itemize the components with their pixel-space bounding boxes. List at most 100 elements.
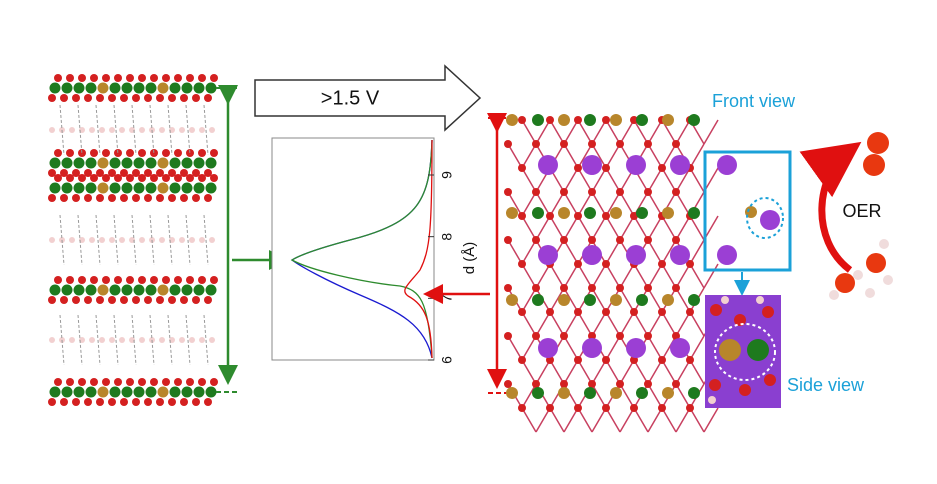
atom (734, 314, 746, 326)
oxygen (48, 398, 56, 406)
oxygen (204, 194, 212, 202)
bond (633, 407, 649, 433)
oxygen (102, 149, 110, 157)
metal (662, 114, 674, 126)
bond (577, 311, 593, 337)
bond (521, 311, 537, 337)
oxygen (672, 284, 680, 292)
metal (73, 157, 85, 169)
oxygen (72, 194, 80, 202)
oxygen (672, 332, 680, 340)
oxygen (168, 398, 176, 406)
oxygen (132, 169, 140, 177)
water (159, 127, 165, 133)
metal (169, 157, 181, 169)
h-bond (113, 104, 119, 156)
bond (535, 119, 551, 145)
h-bond (203, 214, 209, 266)
oxygen (560, 236, 568, 244)
potassium (717, 245, 737, 265)
atom (762, 306, 774, 318)
oxygen (162, 149, 170, 157)
bond (675, 383, 691, 409)
bond (633, 119, 649, 145)
oxygen (658, 356, 666, 364)
oxygen (204, 398, 212, 406)
metal (61, 284, 73, 296)
oxygen (84, 296, 92, 304)
bond (535, 191, 551, 217)
bond (647, 167, 663, 193)
metal (61, 182, 73, 194)
bond (577, 191, 593, 217)
metal (73, 182, 85, 194)
bond (521, 167, 537, 193)
water (209, 237, 215, 243)
water (129, 237, 135, 243)
bond (689, 263, 705, 289)
oxygen (204, 296, 212, 304)
water (99, 127, 105, 133)
bond (563, 407, 579, 433)
potassium (538, 155, 558, 175)
metal (133, 82, 145, 94)
water (199, 127, 205, 133)
bond (633, 263, 649, 289)
bond (605, 119, 621, 145)
bond (675, 407, 691, 433)
water (99, 337, 105, 343)
y-tick-label: 8 (439, 233, 455, 241)
bond (521, 335, 537, 361)
h-bond (149, 314, 155, 366)
oxygen (518, 404, 526, 412)
metal (109, 386, 121, 398)
oxygen (588, 236, 596, 244)
oxygen (138, 378, 146, 386)
bond (619, 359, 635, 385)
oxygen (180, 194, 188, 202)
oxygen (602, 164, 610, 172)
water (179, 337, 185, 343)
metal (636, 294, 648, 306)
oxygen (96, 398, 104, 406)
metal (49, 82, 61, 94)
bond (703, 119, 719, 145)
h-bond (77, 214, 83, 266)
water (139, 337, 145, 343)
bond (605, 143, 621, 169)
water (189, 127, 195, 133)
metal (73, 82, 85, 94)
bond (521, 359, 537, 385)
oxygen (54, 174, 62, 182)
metal (109, 284, 121, 296)
bond (661, 311, 677, 337)
oxygen (132, 194, 140, 202)
oxygen (560, 284, 568, 292)
oxygen (90, 174, 98, 182)
oxygen (78, 149, 86, 157)
metal (532, 387, 544, 399)
atom (709, 379, 721, 391)
oxygen (192, 169, 200, 177)
oxygen (114, 74, 122, 82)
water (139, 237, 145, 243)
oxygen (102, 276, 110, 284)
process-arrow (254, 64, 482, 132)
oxygen (114, 378, 122, 386)
metal (558, 207, 570, 219)
bond (591, 287, 607, 313)
oxygen (108, 398, 116, 406)
metal (145, 157, 157, 169)
bond (661, 263, 677, 289)
metal (181, 157, 193, 169)
metal (532, 207, 544, 219)
oxygen (66, 174, 74, 182)
oxygen (156, 296, 164, 304)
oxygen (518, 260, 526, 268)
metal (49, 284, 61, 296)
atom (764, 374, 776, 386)
bond (563, 239, 579, 265)
metal (610, 207, 622, 219)
metal (109, 157, 121, 169)
metal (85, 386, 97, 398)
